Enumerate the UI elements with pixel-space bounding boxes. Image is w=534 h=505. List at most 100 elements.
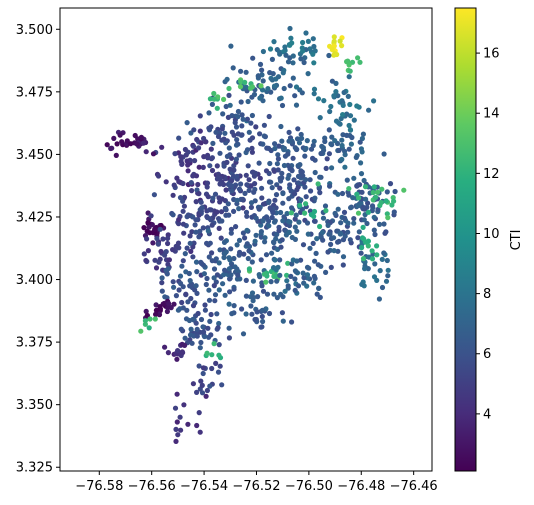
scatter-point: [224, 159, 230, 165]
scatter-point: [188, 326, 194, 332]
scatter-point: [176, 217, 182, 223]
scatter-point: [308, 188, 314, 194]
scatter-point: [300, 39, 306, 46]
scatter-point: [288, 210, 294, 216]
scatter-point: [194, 333, 200, 339]
scatter-point: [371, 274, 378, 280]
scatter-point: [260, 218, 266, 224]
scatter-point: [254, 309, 260, 315]
scatter-point: [140, 140, 146, 146]
scatter-point: [216, 260, 222, 266]
scatter-point: [268, 179, 274, 185]
scatter-point: [311, 280, 317, 286]
scatter-point: [369, 248, 375, 254]
scatter-point: [325, 222, 331, 228]
scatter-point: [228, 43, 234, 49]
scatter-point: [200, 365, 207, 371]
scatter-point: [310, 142, 316, 149]
scatter-point: [251, 91, 258, 98]
scatter-point: [227, 276, 233, 282]
scatter-point: [326, 127, 332, 133]
scatter-point: [181, 203, 187, 209]
scatter-point: [196, 145, 202, 151]
scatter-point: [305, 38, 311, 45]
scatter-point: [224, 76, 230, 82]
scatter-point: [269, 214, 275, 221]
scatter-point: [152, 226, 158, 232]
scatter-point: [355, 235, 361, 241]
scatter-point: [335, 191, 341, 197]
scatter-point: [232, 120, 238, 126]
scatter-point: [357, 139, 363, 145]
scatter-point: [201, 154, 207, 160]
scatter-point: [197, 128, 203, 134]
scatter-point: [231, 303, 237, 309]
scatter-point: [143, 149, 149, 155]
scatter-point: [236, 206, 242, 212]
scatter-point: [219, 218, 225, 224]
scatter-point: [279, 102, 286, 109]
scatter-point: [339, 190, 346, 197]
scatter-point: [311, 208, 318, 215]
scatter-point: [197, 113, 203, 119]
scatter-point: [180, 221, 186, 227]
scatter-point: [198, 378, 204, 384]
scatter-point: [223, 187, 229, 193]
scatter-point: [225, 201, 231, 207]
scatter-point: [195, 310, 201, 317]
scatter-point: [312, 195, 318, 201]
scatter-point: [206, 297, 213, 303]
scatter-point: [365, 200, 371, 206]
scatter-point: [341, 209, 348, 215]
scatter-point: [235, 141, 241, 147]
y-tick-label: 3.425: [16, 210, 53, 225]
scatter-point: [240, 116, 246, 122]
scatter-point: [253, 215, 259, 221]
scatter-point: [372, 231, 378, 238]
scatter-point: [286, 229, 292, 235]
scatter-point: [190, 254, 196, 260]
scatter-point: [207, 163, 213, 169]
scatter-point: [269, 77, 275, 83]
scatter-point: [285, 260, 291, 266]
scatter-point: [335, 206, 341, 212]
scatter-point: [148, 213, 154, 219]
scatter-point: [165, 266, 171, 272]
scatter-point: [176, 221, 182, 227]
scatter-point: [157, 304, 163, 310]
scatter-point: [272, 257, 278, 263]
scatter-point: [272, 197, 278, 203]
scatter-point: [235, 108, 241, 115]
scatter-point: [278, 244, 284, 250]
scatter-point: [257, 131, 263, 137]
scatter-point: [222, 292, 228, 298]
scatter-point: [193, 229, 199, 235]
scatter-point: [200, 370, 206, 377]
scatter-point: [113, 152, 119, 158]
scatter-point: [294, 146, 300, 153]
scatter-point: [207, 96, 213, 102]
scatter-point: [177, 414, 183, 420]
scatter-point: [381, 151, 387, 157]
scatter-point: [199, 205, 205, 211]
colorbar-tick-label: 10: [483, 227, 500, 242]
colorbar: [454, 7, 477, 472]
scatter-point: [132, 132, 138, 139]
scatter-point: [342, 215, 348, 221]
scatter-point: [209, 365, 215, 372]
scatter-point: [360, 224, 366, 230]
scatter-point: [182, 335, 188, 341]
x-tick-label: −76.52: [232, 479, 280, 494]
scatter-point: [304, 138, 310, 144]
scatter-point: [206, 110, 212, 116]
scatter-point: [190, 143, 197, 149]
scatter-point: [284, 272, 290, 278]
scatter-point: [281, 147, 287, 153]
scatter-point: [335, 239, 341, 245]
scatter-point: [229, 113, 235, 119]
scatter-point: [224, 153, 230, 159]
scatter-point: [171, 182, 177, 188]
scatter-point: [302, 153, 308, 159]
scatter-point: [209, 167, 216, 174]
scatter-point: [214, 105, 220, 111]
